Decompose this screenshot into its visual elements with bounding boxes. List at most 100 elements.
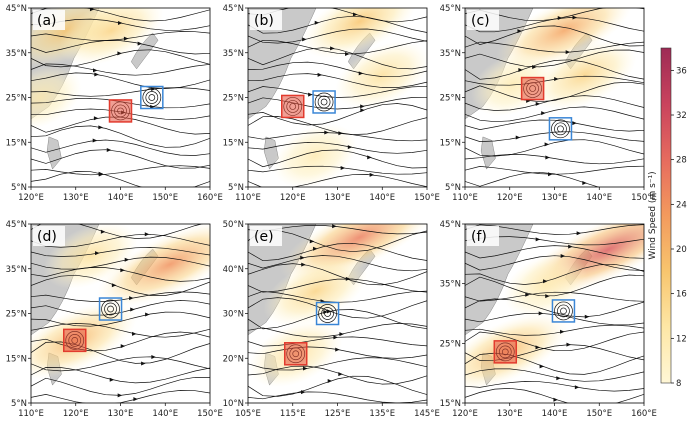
streamline-arrow: [109, 377, 115, 382]
y-tick-label: 35°N: [6, 265, 27, 275]
streamline-arrow: [543, 279, 548, 284]
streamline-arrow: [145, 312, 150, 317]
streamline-arrow: [565, 50, 571, 55]
streamline-arrow: [339, 332, 344, 337]
x-tick-label: 150°E: [631, 193, 657, 203]
x-tick-label: 115°E: [280, 409, 306, 419]
x-tick-label: 140°E: [369, 193, 395, 203]
x-tick-label: 110°E: [18, 409, 44, 419]
y-tick-label: 15°N: [6, 354, 27, 364]
streamline-arrow: [308, 92, 313, 97]
streamline-arrow: [309, 239, 315, 244]
streamline-arrow: [100, 229, 106, 234]
red-region-box: [281, 94, 305, 119]
colorbar-label: Wind Speed (m s⁻¹): [648, 171, 658, 259]
y-tick-label: 5°N: [11, 183, 27, 193]
streamline-arrow: [544, 142, 550, 147]
x-tick-label: 110°E: [235, 193, 261, 203]
x-tick-label: 150°E: [152, 193, 178, 203]
streamline-arrow: [151, 355, 156, 360]
wind-speed-shading: [335, 41, 427, 109]
panel-label-bg: [467, 10, 499, 30]
vortex-streamline: [554, 122, 567, 136]
x-tick-label: 120°E: [280, 193, 306, 203]
wind-speed-shading: [263, 255, 368, 327]
streamline-arrow: [94, 72, 99, 77]
x-tick-label: 120°E: [63, 409, 89, 419]
x-tick-label: 130°E: [497, 409, 523, 419]
streamline-arrow: [566, 342, 571, 347]
x-tick-label: 140°E: [108, 193, 134, 203]
panel-label-bg: [250, 10, 282, 30]
streamline-arrow: [525, 292, 530, 297]
y-tick-label: 45°N: [440, 220, 461, 230]
y-tick-label: 45°N: [6, 4, 27, 14]
streamline-arrow: [95, 251, 100, 256]
streamline-arrow: [345, 276, 351, 281]
vortex-streamline: [107, 305, 114, 313]
island-philippines: [46, 136, 62, 170]
vortex-streamline: [324, 310, 331, 317]
blue-region-box: [98, 297, 123, 321]
vortex-streamline: [318, 304, 337, 323]
streamline-arrow: [340, 165, 346, 170]
y-tick-label: 20°N: [223, 354, 244, 364]
y-tick-label: 5°N: [11, 399, 27, 409]
map-panel: (b) 110°E 120°E 130°E 140°E 150°E 5°N 15°N 25°N 3…: [223, 4, 440, 203]
streamline-arrow: [582, 181, 587, 186]
streamline-arrow: [541, 111, 546, 116]
colorbar-gradient: [660, 47, 672, 384]
x-tick-label: 120°E: [452, 409, 478, 419]
wind-speed-shading: [59, 8, 164, 66]
streamline-arrow: [117, 21, 123, 26]
vortex-streamline: [145, 91, 159, 104]
streamline-arrow: [560, 254, 566, 259]
vortex-streamline: [104, 302, 117, 316]
y-tick-label: 25°N: [223, 94, 244, 104]
streamline-arrow: [568, 244, 573, 249]
streamlines: [465, 8, 644, 187]
streamline-arrow: [93, 116, 99, 121]
streamline-arrow: [120, 268, 125, 273]
x-tick-label: 130°E: [542, 193, 568, 203]
x-tick-label: 130°E: [63, 193, 89, 203]
panel-label-bg: [33, 10, 65, 30]
colorbar-tick-label: 32: [676, 111, 687, 121]
streamline-arrow: [327, 378, 333, 383]
vortex-streamline: [314, 92, 334, 112]
panel-label-bg: [467, 226, 499, 246]
streamline-arrow: [584, 314, 590, 319]
red-region-box: [283, 342, 308, 366]
map-panel: (a) 120°E 130°E 140°E 150°E 160°E 5°N 15°N 25°N 3…: [6, 4, 223, 203]
red-region-box: [63, 328, 87, 353]
streamline-arrow: [572, 121, 577, 126]
vortex-streamline: [557, 125, 564, 133]
x-tick-label: 160°E: [631, 409, 657, 419]
streamline-arrow: [535, 101, 541, 106]
streamline-arrow: [303, 366, 308, 371]
streamlines: [248, 8, 427, 187]
streamline-arrow: [535, 345, 540, 350]
streamline-arrow: [560, 329, 565, 334]
colorbar-tick-label: 12: [676, 334, 687, 344]
island-philippines: [480, 136, 496, 170]
colorbar-tick-label: 20: [676, 245, 687, 255]
map-panel: (c) 110°E 120°E 130°E 140°E 150°E 5°N 15°N 25°N 3…: [440, 4, 657, 203]
y-tick-label: 5°N: [228, 183, 244, 193]
streamline-arrow: [98, 125, 103, 130]
streamlines: [465, 224, 644, 403]
y-tick-label: 30°N: [223, 310, 244, 320]
x-tick-label: 140°E: [542, 409, 568, 419]
streamline-arrow: [300, 255, 305, 260]
streamline-arrow: [333, 335, 338, 340]
streamline-arrow: [353, 12, 358, 17]
streamline-arrow: [137, 41, 143, 46]
streamline-arrow: [117, 51, 122, 56]
streamline-arrow: [89, 8, 95, 12]
y-tick-label: 15°N: [223, 138, 244, 148]
x-tick-label: 160°E: [197, 193, 223, 203]
x-tick-label: 145°E: [414, 409, 440, 419]
streamline-arrow: [335, 347, 340, 352]
streamline-arrow: [324, 130, 329, 135]
